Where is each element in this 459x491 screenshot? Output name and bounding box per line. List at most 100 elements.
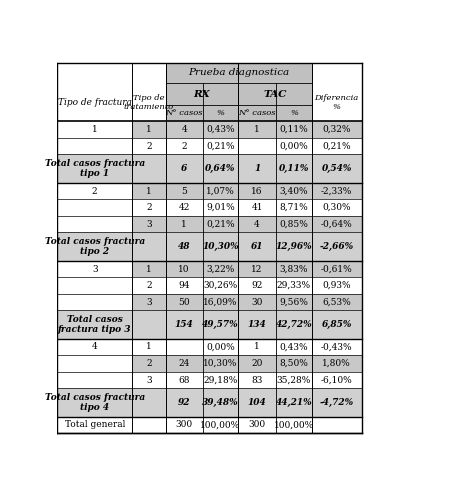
Bar [132, 261, 362, 277]
Text: 20: 20 [252, 359, 263, 368]
Text: -0,43%: -0,43% [321, 343, 353, 352]
Text: 3: 3 [146, 219, 152, 229]
Text: 1,07%: 1,07% [206, 187, 235, 195]
Text: 0,00%: 0,00% [280, 142, 308, 151]
Text: 2: 2 [146, 359, 152, 368]
Bar [57, 388, 362, 417]
Text: 29,18%: 29,18% [203, 376, 237, 384]
Text: -0,64%: -0,64% [321, 219, 353, 229]
Text: 3,22%: 3,22% [206, 265, 235, 273]
Text: 0,30%: 0,30% [322, 203, 351, 212]
Text: 0,93%: 0,93% [322, 281, 351, 290]
Text: TAC: TAC [263, 89, 286, 99]
Text: 0,21%: 0,21% [206, 219, 235, 229]
Text: 6: 6 [181, 164, 187, 173]
Text: 300: 300 [176, 420, 193, 430]
Text: Total casos fractura
tipo 1: Total casos fractura tipo 1 [45, 159, 145, 178]
Text: 6,53%: 6,53% [322, 298, 351, 306]
Text: 3: 3 [92, 265, 98, 273]
Bar [166, 63, 312, 83]
Text: -4,72%: -4,72% [319, 398, 354, 407]
Text: 92: 92 [178, 398, 190, 407]
Text: Total casos
fractura tipo 3: Total casos fractura tipo 3 [58, 315, 131, 334]
Text: 42: 42 [179, 203, 190, 212]
Text: 154: 154 [175, 320, 194, 329]
Text: 2: 2 [146, 281, 152, 290]
Text: 4: 4 [181, 125, 187, 134]
Text: 0,32%: 0,32% [322, 125, 351, 134]
Text: 41: 41 [252, 203, 263, 212]
Text: 1: 1 [254, 343, 260, 352]
Text: %: % [290, 109, 298, 117]
Bar [238, 83, 312, 105]
Text: -6,10%: -6,10% [321, 376, 353, 384]
Text: 104: 104 [248, 398, 267, 407]
Text: 3: 3 [146, 298, 152, 306]
Text: 100,00%: 100,00% [274, 420, 314, 430]
Text: 3: 3 [146, 376, 152, 384]
Text: 0,64%: 0,64% [205, 164, 235, 173]
Text: Diferencia
%: Diferencia % [314, 94, 359, 111]
Bar [57, 63, 362, 433]
Text: 48: 48 [178, 242, 190, 251]
Text: 94: 94 [179, 281, 190, 290]
Text: 9,01%: 9,01% [206, 203, 235, 212]
Text: 134: 134 [248, 320, 267, 329]
Text: 2: 2 [146, 142, 152, 151]
Text: 9,56%: 9,56% [280, 298, 308, 306]
Text: 6,85%: 6,85% [321, 320, 352, 329]
Text: 50: 50 [179, 298, 190, 306]
Text: 10: 10 [179, 265, 190, 273]
Text: 0,43%: 0,43% [206, 125, 235, 134]
Text: 1: 1 [254, 164, 260, 173]
Text: 0,85%: 0,85% [280, 219, 308, 229]
Text: 1,80%: 1,80% [322, 359, 351, 368]
Text: 10,30%: 10,30% [203, 359, 237, 368]
Text: RX: RX [194, 89, 210, 99]
Text: 2: 2 [181, 142, 187, 151]
Text: 8,71%: 8,71% [280, 203, 308, 212]
Text: 12,96%: 12,96% [275, 242, 312, 251]
Text: 1: 1 [146, 187, 152, 195]
Text: %: % [216, 109, 224, 117]
Bar [132, 216, 362, 232]
Bar [166, 105, 312, 121]
Text: 1: 1 [146, 343, 152, 352]
Text: Tipo de fractura: Tipo de fractura [58, 98, 132, 107]
Text: 30,26%: 30,26% [203, 281, 237, 290]
Text: 1: 1 [181, 219, 187, 229]
Text: 1: 1 [92, 125, 98, 134]
Bar [57, 232, 362, 261]
Text: 4: 4 [254, 219, 260, 229]
Text: 2: 2 [146, 203, 152, 212]
Text: 8,50%: 8,50% [280, 359, 308, 368]
Text: 0,54%: 0,54% [321, 164, 352, 173]
Text: 1: 1 [254, 125, 260, 134]
Text: 1: 1 [146, 125, 152, 134]
Bar [132, 183, 362, 199]
Text: 44,21%: 44,21% [275, 398, 312, 407]
Text: 3,83%: 3,83% [280, 265, 308, 273]
Text: -2,33%: -2,33% [321, 187, 353, 195]
Bar [166, 83, 238, 105]
Text: Total general: Total general [65, 420, 125, 430]
Text: 5: 5 [181, 187, 187, 195]
Text: Total casos fractura
tipo 2: Total casos fractura tipo 2 [45, 237, 145, 256]
Text: 16: 16 [252, 187, 263, 195]
Text: 12: 12 [252, 265, 263, 273]
Text: 61: 61 [251, 242, 263, 251]
Text: Total casos fractura
tipo 4: Total casos fractura tipo 4 [45, 393, 145, 412]
Text: 83: 83 [252, 376, 263, 384]
Bar [57, 310, 362, 339]
Text: 3,40%: 3,40% [280, 187, 308, 195]
Text: 0,21%: 0,21% [322, 142, 351, 151]
Bar [132, 121, 362, 138]
Text: 92: 92 [252, 281, 263, 290]
Text: Tipo de
tratamiento: Tipo de tratamiento [124, 94, 174, 111]
Text: 0,11%: 0,11% [279, 164, 309, 173]
Text: 49,57%: 49,57% [202, 320, 239, 329]
Text: 24: 24 [179, 359, 190, 368]
Bar [132, 294, 362, 310]
Text: 16,09%: 16,09% [203, 298, 238, 306]
Text: 0,00%: 0,00% [206, 343, 235, 352]
